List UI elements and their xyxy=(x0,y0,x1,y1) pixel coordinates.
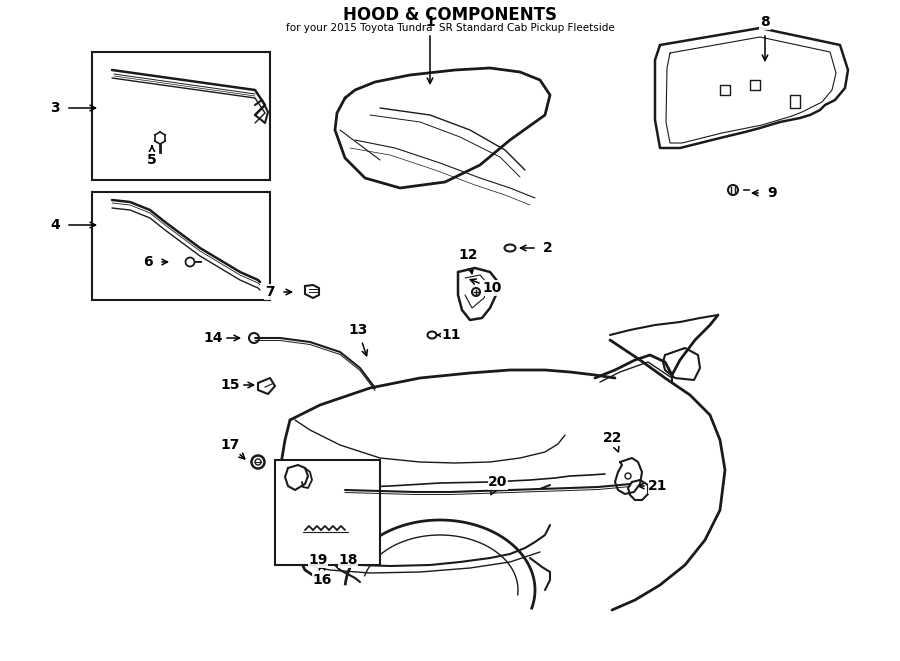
Text: 2: 2 xyxy=(543,241,553,255)
Text: 21: 21 xyxy=(648,479,668,493)
Bar xyxy=(92,192,270,300)
Text: 1: 1 xyxy=(425,15,435,29)
Text: for your 2015 Toyota Tundra  SR Standard Cab Pickup Fleetside: for your 2015 Toyota Tundra SR Standard … xyxy=(285,23,615,33)
Bar xyxy=(92,52,270,180)
Text: 6: 6 xyxy=(143,255,153,269)
Text: 15: 15 xyxy=(220,378,239,392)
Text: 19: 19 xyxy=(309,553,328,567)
Text: 12: 12 xyxy=(458,248,478,262)
Text: 16: 16 xyxy=(312,573,332,587)
Text: 7: 7 xyxy=(266,285,274,299)
Text: 9: 9 xyxy=(767,186,777,200)
Text: 8: 8 xyxy=(760,15,770,29)
Text: 22: 22 xyxy=(603,431,623,445)
Text: 4: 4 xyxy=(50,218,60,232)
Text: 13: 13 xyxy=(348,323,368,337)
Text: 17: 17 xyxy=(220,438,239,452)
Text: 14: 14 xyxy=(203,331,223,345)
Text: 11: 11 xyxy=(441,328,461,342)
Bar xyxy=(275,460,380,565)
Text: 10: 10 xyxy=(482,281,501,295)
Text: 3: 3 xyxy=(50,101,59,115)
Text: HOOD & COMPONENTS: HOOD & COMPONENTS xyxy=(343,6,557,24)
Text: 5: 5 xyxy=(147,153,157,167)
Text: 18: 18 xyxy=(338,553,358,567)
Text: 20: 20 xyxy=(489,475,508,489)
